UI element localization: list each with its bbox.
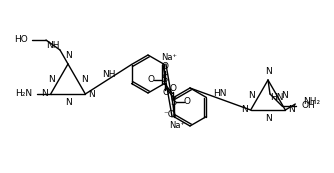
Text: N: N — [241, 106, 248, 115]
Text: NH: NH — [46, 42, 60, 51]
Text: HO: HO — [14, 35, 28, 44]
Text: HN: HN — [213, 89, 227, 98]
Text: NH: NH — [102, 70, 115, 79]
Text: O: O — [147, 75, 154, 84]
Text: N: N — [265, 67, 271, 76]
Text: S: S — [161, 75, 168, 84]
Text: N: N — [64, 51, 71, 60]
Text: OH: OH — [302, 102, 316, 111]
Text: S: S — [170, 97, 176, 107]
Text: N: N — [281, 90, 288, 99]
Text: O: O — [170, 84, 177, 93]
Text: O: O — [161, 62, 168, 71]
Text: HN: HN — [270, 93, 284, 102]
Text: N: N — [88, 89, 95, 98]
Text: H₂N: H₂N — [16, 89, 33, 98]
Text: ⁻O: ⁻O — [164, 110, 175, 119]
Text: N: N — [80, 75, 88, 84]
Text: N: N — [41, 89, 48, 98]
Text: N: N — [288, 106, 295, 115]
Text: O: O — [184, 97, 191, 106]
Text: N: N — [265, 114, 271, 123]
Text: NH₂: NH₂ — [303, 97, 320, 106]
Text: N: N — [48, 75, 55, 84]
Text: O⁻: O⁻ — [163, 88, 174, 97]
Text: Na⁺: Na⁺ — [169, 121, 185, 130]
Text: N: N — [64, 98, 71, 107]
Text: N: N — [248, 90, 255, 99]
Text: Na⁺: Na⁺ — [162, 53, 178, 62]
